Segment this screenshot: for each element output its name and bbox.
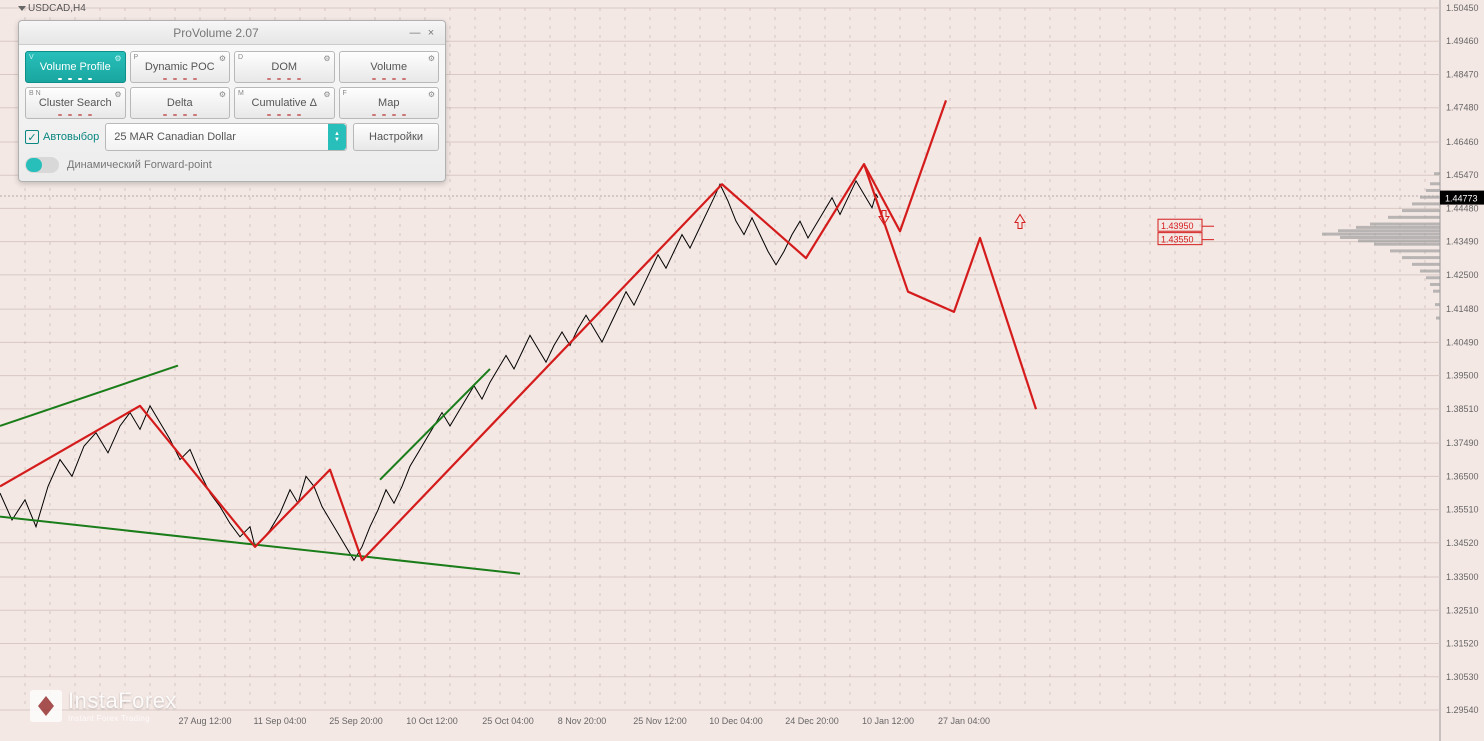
svg-text:1.30530: 1.30530 <box>1446 672 1479 682</box>
autoselect-checkbox[interactable]: ✓ Автовыбор <box>25 130 99 144</box>
svg-text:1.31520: 1.31520 <box>1446 639 1479 649</box>
svg-text:1.48470: 1.48470 <box>1446 69 1479 79</box>
forward-toggle[interactable] <box>25 157 59 173</box>
svg-text:1.49460: 1.49460 <box>1446 36 1479 46</box>
tool-map[interactable]: F⚙Map <box>339 87 440 119</box>
tool-volume-profile[interactable]: V⚙Volume Profile <box>25 51 126 83</box>
pair-label: USDCAD,H4 <box>18 3 86 14</box>
brand-text: InstaForex <box>68 688 177 714</box>
svg-text:1.47480: 1.47480 <box>1446 103 1479 113</box>
svg-text:1.39500: 1.39500 <box>1446 371 1479 381</box>
svg-text:27 Jan 04:00: 27 Jan 04:00 <box>938 716 990 726</box>
svg-text:1.32510: 1.32510 <box>1446 605 1479 615</box>
svg-text:1.43550: 1.43550 <box>1161 235 1194 245</box>
svg-text:10 Oct 12:00: 10 Oct 12:00 <box>406 716 458 726</box>
panel-title: ProVolume 2.07 <box>25 26 407 40</box>
forward-label: Динамический Forward-point <box>67 159 212 171</box>
forward-row: Динамический Forward-point <box>25 157 439 173</box>
svg-text:1.40490: 1.40490 <box>1446 337 1479 347</box>
tool-delta[interactable]: ⚙Delta <box>130 87 231 119</box>
svg-text:1.44773: 1.44773 <box>1445 194 1478 204</box>
panel-titlebar[interactable]: ProVolume 2.07 — × <box>19 21 445 45</box>
panel-body: V⚙Volume ProfileP⚙Dynamic POCD⚙DOM⚙Volum… <box>19 45 445 181</box>
provolume-panel[interactable]: ProVolume 2.07 — × V⚙Volume ProfileP⚙Dyn… <box>18 20 446 182</box>
svg-text:1.44480: 1.44480 <box>1446 203 1479 213</box>
svg-text:1.29540: 1.29540 <box>1446 705 1479 715</box>
close-button[interactable]: × <box>423 26 439 40</box>
settings-label: Настройки <box>369 131 423 143</box>
svg-text:24 Dec 20:00: 24 Dec 20:00 <box>785 716 839 726</box>
svg-text:1.46460: 1.46460 <box>1446 137 1479 147</box>
svg-text:1.38510: 1.38510 <box>1446 404 1479 414</box>
tool-cumulative-[interactable]: M⚙Cumulative Δ <box>234 87 335 119</box>
dropdown-icon <box>18 6 26 11</box>
slogan-text: Instant Forex Trading <box>68 714 177 723</box>
svg-text:1.34520: 1.34520 <box>1446 538 1479 548</box>
svg-text:8 Nov 20:00: 8 Nov 20:00 <box>558 716 607 726</box>
svg-text:1.36500: 1.36500 <box>1446 471 1479 481</box>
check-icon: ✓ <box>25 130 39 144</box>
settings-button[interactable]: Настройки <box>353 123 439 151</box>
svg-text:1.45470: 1.45470 <box>1446 170 1479 180</box>
contract-row: ✓ Автовыбор 25 MAR Canadian Dollar ▲▼ На… <box>25 123 439 151</box>
autoselect-label: Автовыбор <box>43 131 99 143</box>
contract-value: 25 MAR Canadian Dollar <box>114 131 236 143</box>
tool-volume[interactable]: ⚙Volume <box>339 51 440 83</box>
svg-text:25 Oct 04:00: 25 Oct 04:00 <box>482 716 534 726</box>
tool-dynamic-poc[interactable]: P⚙Dynamic POC <box>130 51 231 83</box>
svg-text:1.35510: 1.35510 <box>1446 505 1479 515</box>
svg-text:1.43950: 1.43950 <box>1161 221 1194 231</box>
svg-text:1.37490: 1.37490 <box>1446 438 1479 448</box>
tool-row-2: B N⚙Cluster Search⚙DeltaM⚙Cumulative ΔF⚙… <box>25 87 439 119</box>
svg-text:10 Dec 04:00: 10 Dec 04:00 <box>709 716 763 726</box>
svg-text:1.43490: 1.43490 <box>1446 237 1479 247</box>
tool-row-1: V⚙Volume ProfileP⚙Dynamic POCD⚙DOM⚙Volum… <box>25 51 439 83</box>
svg-text:27 Aug 12:00: 27 Aug 12:00 <box>178 716 231 726</box>
svg-text:1.41480: 1.41480 <box>1446 304 1479 314</box>
watermark: InstaForex Instant Forex Trading <box>30 688 177 723</box>
svg-text:25 Nov 12:00: 25 Nov 12:00 <box>633 716 687 726</box>
select-arrows-icon: ▲▼ <box>328 124 346 150</box>
svg-text:1.50450: 1.50450 <box>1446 3 1479 13</box>
pair-text: USDCAD,H4 <box>28 3 86 14</box>
svg-text:25 Sep 20:00: 25 Sep 20:00 <box>329 716 383 726</box>
tool-cluster-search[interactable]: B N⚙Cluster Search <box>25 87 126 119</box>
svg-text:1.42500: 1.42500 <box>1446 270 1479 280</box>
svg-text:10 Jan 12:00: 10 Jan 12:00 <box>862 716 914 726</box>
svg-text:1.33500: 1.33500 <box>1446 572 1479 582</box>
tool-dom[interactable]: D⚙DOM <box>234 51 335 83</box>
logo-icon <box>30 690 62 722</box>
svg-text:11 Sep 04:00: 11 Sep 04:00 <box>254 716 307 726</box>
minimize-button[interactable]: — <box>407 26 423 40</box>
contract-select[interactable]: 25 MAR Canadian Dollar ▲▼ <box>105 123 347 151</box>
